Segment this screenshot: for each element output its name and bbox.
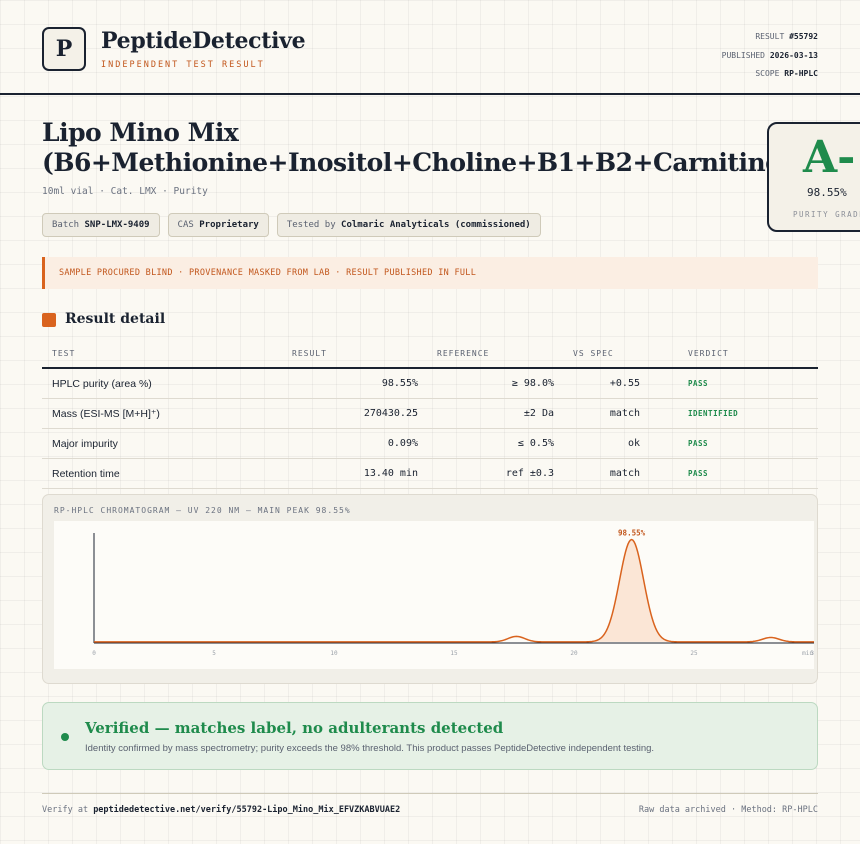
verify-prefix: Verify at — [42, 805, 89, 815]
result-table: TEST RESULT REFERENCE VS SPEC VERDICT HP… — [42, 341, 818, 489]
chromatogram-title: RP-HPLC CHROMATOGRAM — UV 220 NM — MAIN … — [54, 506, 351, 515]
meta-scope: SCOPE RP-HPLC — [755, 69, 818, 78]
x-unit-label: min — [802, 650, 813, 657]
footer-divider — [42, 793, 818, 794]
peak-area-fill — [583, 539, 680, 642]
verification-banner: Verified — matches label, no adulterants… — [42, 702, 818, 770]
chromatogram-plot-area: 98.55% 051015202530min — [54, 521, 818, 669]
cell-test: Major impurity — [52, 438, 118, 450]
product-chips: Batch SNP-LMX-9409 CAS Proprietary Teste… — [42, 213, 541, 237]
section-marker — [42, 313, 56, 327]
x-tick-labels: 051015202530min — [92, 650, 818, 657]
result-meta: RESULT #55792 PUBLISHED 2026-03-13 SCOPE… — [722, 28, 818, 84]
brand-logo: P — [42, 27, 86, 71]
grade-value: 98.55% — [807, 186, 847, 199]
chromatogram-panel: RP-HPLC CHROMATOGRAM — UV 220 NM — MAIN … — [42, 494, 818, 684]
header-verdict: VERDICT — [688, 349, 729, 358]
brand-name: PeptideDetective — [101, 28, 306, 54]
cell-vs-spec: match — [609, 408, 640, 419]
cell-reference: ≤ 0.5% — [517, 438, 554, 449]
table-header: TEST RESULT REFERENCE VS SPEC VERDICT — [42, 341, 818, 369]
chromatogram-chart: 98.55% 051015202530min — [92, 529, 818, 657]
meta-result: RESULT #55792 — [755, 32, 818, 41]
purity-grade-card: A- 98.55% PURITY GRADE — [767, 122, 860, 232]
table-row: Retention time 13.40 min ref ±0.3 match … — [42, 459, 818, 489]
cell-test: Retention time — [52, 468, 120, 480]
cas-chip: CAS Proprietary — [167, 213, 269, 237]
product-title: Lipo Mino Mix (B6+Methionine+Inositol+Ch… — [42, 118, 792, 177]
main-peak-label: 98.55% — [618, 529, 646, 538]
cell-verdict: IDENTIFIED — [688, 409, 739, 418]
meta-published: PUBLISHED 2026-03-13 — [721, 50, 818, 60]
verify-link[interactable]: peptidedetective.net/verify/55792-Lipo_M… — [93, 805, 401, 815]
verify-line: Verify at peptidedetective.net/verify/55… — [42, 805, 400, 815]
x-tick-label: 5 — [212, 650, 216, 657]
grade-label: PURITY GRADE — [793, 210, 860, 219]
header-result: RESULT — [292, 349, 327, 358]
header-divider — [0, 93, 860, 95]
grade-letter: A- — [803, 132, 856, 183]
cell-reference: ref ±0.3 — [505, 468, 554, 479]
header-vs-spec: VS SPEC — [573, 349, 614, 358]
table-row: Major impurity 0.09% ≤ 0.5% ok PASS — [42, 429, 818, 459]
verified-description: Identity confirmed by mass spectrometry;… — [85, 743, 655, 754]
cell-verdict: PASS — [688, 469, 709, 478]
verified-title: Verified — matches label, no adulterants… — [85, 719, 504, 737]
x-tick-label: 15 — [450, 650, 458, 657]
cell-result: 98.55% — [381, 378, 418, 389]
verified-status-dot — [61, 733, 69, 741]
cell-vs-spec: +0.55 — [609, 378, 640, 389]
x-tick-label: 10 — [330, 650, 338, 657]
header-reference: REFERENCE — [437, 349, 490, 358]
cell-verdict: PASS — [688, 439, 709, 448]
brand-tagline: INDEPENDENT TEST RESULT — [101, 60, 265, 70]
cell-vs-spec: match — [609, 468, 640, 479]
chromatogram-trace — [94, 538, 814, 643]
cell-result: 270430.25 — [363, 408, 418, 419]
procurement-notice: SAMPLE PROCURED BLIND · PROVENANCE MASKE… — [42, 257, 818, 289]
cell-test: HPLC purity (area %) — [52, 378, 152, 390]
footer-method: Raw data archived · Method: RP-HPLC — [638, 805, 818, 815]
x-tick-label: 20 — [570, 650, 578, 657]
section-title: Result detail — [65, 311, 166, 327]
cell-reference: ≥ 98.0% — [511, 378, 554, 389]
cell-test: Mass (ESI-MS [M+H]⁺) — [52, 408, 160, 420]
table-row: HPLC purity (area %) 98.55% ≥ 98.0% +0.5… — [42, 369, 818, 399]
cell-reference: ±2 Da — [523, 408, 554, 419]
batch-chip: Batch SNP-LMX-9409 — [42, 213, 160, 237]
header-test: TEST — [52, 349, 76, 358]
x-tick-label: 0 — [92, 650, 96, 657]
x-tick-label: 25 — [690, 650, 698, 657]
product-subtitle: 10ml vial · Cat. LMX · Purity — [42, 186, 208, 197]
table-row: Mass (ESI-MS [M+H]⁺) 270430.25 ±2 Da mat… — [42, 399, 818, 429]
cell-vs-spec: ok — [627, 438, 640, 449]
cell-result: 13.40 min — [363, 468, 418, 479]
tested-by-chip: Tested by Colmaric Analyticals (commissi… — [276, 213, 541, 237]
cell-verdict: PASS — [688, 379, 709, 388]
cell-result: 0.09% — [387, 438, 418, 449]
brand-logo-letter: P — [55, 36, 73, 62]
